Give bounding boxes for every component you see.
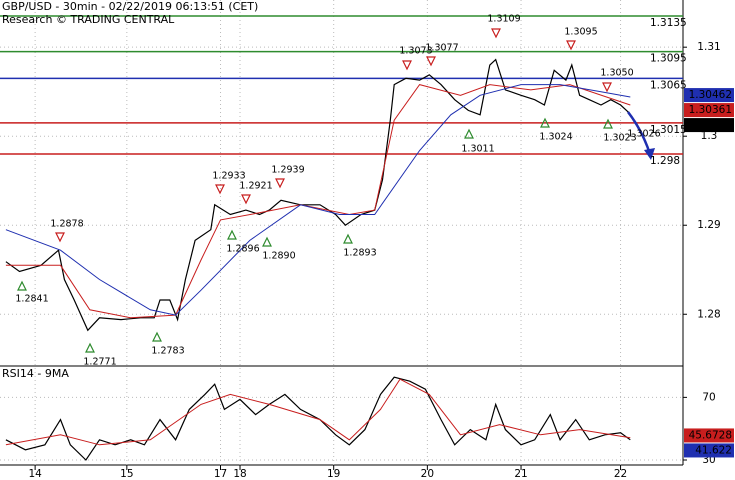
y-tick-label: 1.28 [697,308,720,320]
level-label: 1.3015 [650,124,687,136]
annotation-label: 1.3011 [461,144,494,155]
x-tick-label: 14 [28,468,42,480]
annotation-label: 1.2878 [50,219,83,230]
series-line [5,58,629,332]
resistance-marker [402,60,412,71]
annotation-label: 1.2933 [212,171,245,182]
resistance-marker [491,28,501,39]
x-tick-label: 17 [214,468,227,480]
x-tick-label: 18 [233,468,246,480]
price-tag [684,88,734,103]
resistance-marker [602,82,612,93]
annotation-label: 1.3073 [399,46,432,57]
annotation-label: 1.2896 [226,244,259,255]
series-line [5,84,631,316]
y-tick-label: 70 [702,391,715,403]
level-label: 1.298 [650,155,680,167]
price-tag-label: 41.622 [695,444,732,456]
grid [0,0,683,465]
series-line [5,378,631,446]
support-marker [464,128,474,139]
annotation-label: 1.2921 [239,181,272,192]
series-line [5,376,631,461]
x-tick-label: 21 [514,468,527,480]
y-tick-label: 1.29 [697,219,720,231]
annotation-label: 1.3050 [600,68,633,79]
y-tick-label: 1.31 [697,41,720,53]
rsi-title: RSI14 - 9MA [2,367,69,380]
level-label: 1.3065 [650,79,687,91]
annotation-label: 1.2841 [15,294,48,305]
forecast-arrow-head [644,148,655,160]
y-tick-label: 1.3 [701,130,718,142]
annotation-label: 1.3024 [539,132,572,143]
resistance-marker [241,194,251,205]
annotation-label: 1.2893 [343,248,376,259]
annotation-label: 1.3023 [603,133,636,144]
annotation-label: 1.2771 [83,357,116,368]
price-tag [684,443,734,458]
price-tag-label: 1.30361 [689,104,732,116]
resistance-marker [426,56,436,67]
support-marker [540,117,550,128]
annotation-label: 1.2890 [262,251,295,262]
support-marker [17,280,27,291]
resistance-marker [566,40,576,51]
resistance-marker [55,232,65,243]
annotation-label: 1.2783 [151,346,184,357]
x-tick-label: 20 [421,468,434,480]
header-title: GBP/USD - 30min - 02/22/2019 06:13:51 (C… [2,0,258,13]
x-tick-label: 19 [327,468,340,480]
support-marker [262,236,272,247]
x-tick-label: 15 [120,468,133,480]
level-label: 1.3095 [650,53,687,65]
annotation-label: 1.3095 [564,27,597,38]
series-line [5,84,631,319]
annotation-label: 1.3026 [627,129,660,140]
level-label: 1.3135 [650,17,687,29]
annotation-label: 1.3109 [487,14,520,25]
resistance-marker [215,184,225,195]
x-tick-label: 22 [614,468,627,480]
support-marker [85,342,95,353]
price-tag [684,118,734,133]
annotation-label: 1.3077 [425,43,458,54]
price-tag-label: 1.3029 [695,119,732,131]
support-marker [343,233,353,244]
annotation-label: 1.2939 [271,165,304,176]
support-marker [152,331,162,342]
price-tag [684,103,734,118]
price-tag-label: 45.6728 [689,429,732,441]
support-marker [603,118,613,129]
price-tag [684,428,734,443]
resistance-marker [275,178,285,189]
support-marker [227,229,237,240]
header-source: Research © TRADING CENTRAL [2,13,175,26]
price-tag-label: 1.30462 [689,89,732,101]
plot [0,15,683,461]
